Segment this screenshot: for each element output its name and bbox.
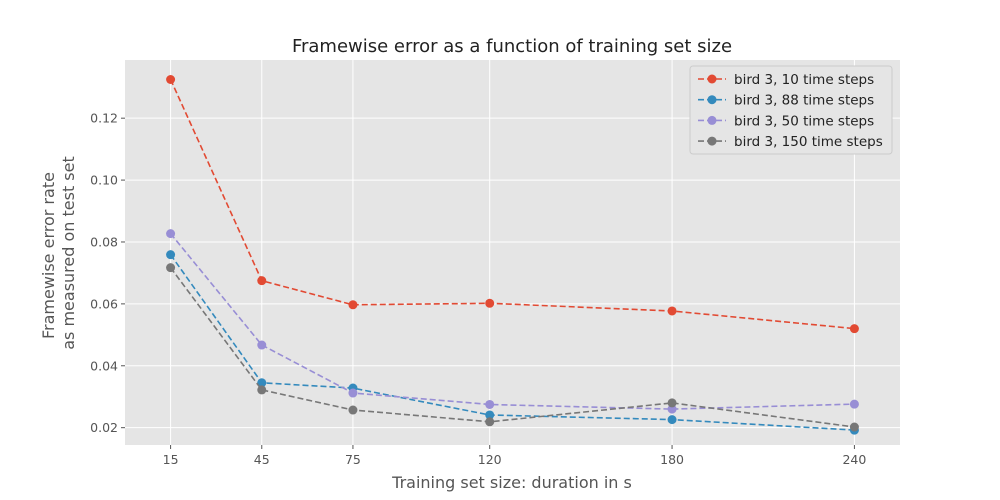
data-point: [849, 422, 859, 432]
x-tick-label: 180: [660, 452, 684, 467]
series-2: [166, 250, 859, 435]
legend-label: bird 3, 50 time steps: [734, 113, 874, 129]
data-point: [667, 398, 677, 408]
x-axis-label: Training set size: duration in s: [391, 473, 632, 492]
data-point: [348, 388, 358, 398]
legend-label: bird 3, 150 time steps: [734, 134, 883, 150]
y-tick-label: 0.10: [90, 173, 118, 188]
data-point: [849, 399, 859, 409]
x-tick-label: 45: [254, 452, 270, 467]
x-tick-label: 75: [345, 452, 361, 467]
data-point: [485, 298, 495, 308]
legend-marker: [707, 74, 717, 84]
data-point: [257, 385, 267, 395]
data-point: [667, 404, 677, 414]
legend-item: bird 3, 88 time steps: [698, 93, 874, 109]
series-line: [169, 254, 855, 431]
data-point: [485, 417, 495, 427]
data-point: [257, 340, 267, 350]
legend-box: [689, 65, 893, 155]
data-point: [166, 263, 176, 273]
legend-item: bird 3, 150 time steps: [698, 134, 883, 150]
series-group: [166, 74, 859, 435]
series-line: [169, 233, 855, 410]
series-line: [169, 267, 855, 428]
data-point: [485, 399, 495, 409]
data-point: [257, 378, 267, 388]
grid: [125, 60, 900, 445]
x-tick-label: 120: [478, 452, 502, 467]
data-point: [257, 276, 267, 286]
axis-ticks: 15 45 75 120 180 240 0.02 0.04 0.06 0.08 0.10 0.12: [90, 111, 866, 467]
data-point: [166, 74, 176, 84]
legend-label: bird 3, 88 time steps: [734, 93, 874, 109]
data-point: [348, 405, 358, 415]
data-point: [348, 300, 358, 310]
y-axis-label-line-1: Framewise error rate: [39, 172, 58, 339]
y-tick-label: 0.02: [90, 420, 118, 435]
series-line: [169, 79, 855, 330]
y-axis-label: Framewise error rate as measured on test…: [39, 156, 78, 350]
x-tick-label: 240: [842, 452, 866, 467]
data-point: [166, 229, 176, 239]
y-tick-label: 0.12: [90, 111, 118, 126]
series-1: [166, 74, 859, 334]
legend-marker: [707, 115, 717, 125]
series-4: [166, 263, 859, 432]
legend-label: bird 3, 10 time steps: [734, 72, 874, 88]
legend-item: bird 3, 50 time steps: [698, 113, 874, 129]
data-point: [166, 250, 176, 260]
y-tick-label: 0.08: [90, 234, 118, 249]
legend-marker: [707, 95, 717, 105]
legend-item: bird 3, 10 time steps: [698, 72, 874, 88]
data-point: [485, 410, 495, 420]
series-3: [166, 229, 859, 414]
y-axis-label-line-2: as measured on test set: [59, 156, 78, 350]
legend-marker: [707, 136, 717, 146]
y-tick-label: 0.06: [90, 296, 118, 311]
data-point: [667, 306, 677, 316]
chart-title: Framewise error as a function of trainin…: [292, 36, 732, 57]
legend: bird 3, 10 time steps bird 3, 88 time ste…: [689, 65, 893, 155]
data-point: [667, 415, 677, 425]
data-point: [849, 324, 859, 334]
y-tick-label: 0.04: [90, 358, 118, 373]
x-tick-label: 15: [163, 452, 179, 467]
